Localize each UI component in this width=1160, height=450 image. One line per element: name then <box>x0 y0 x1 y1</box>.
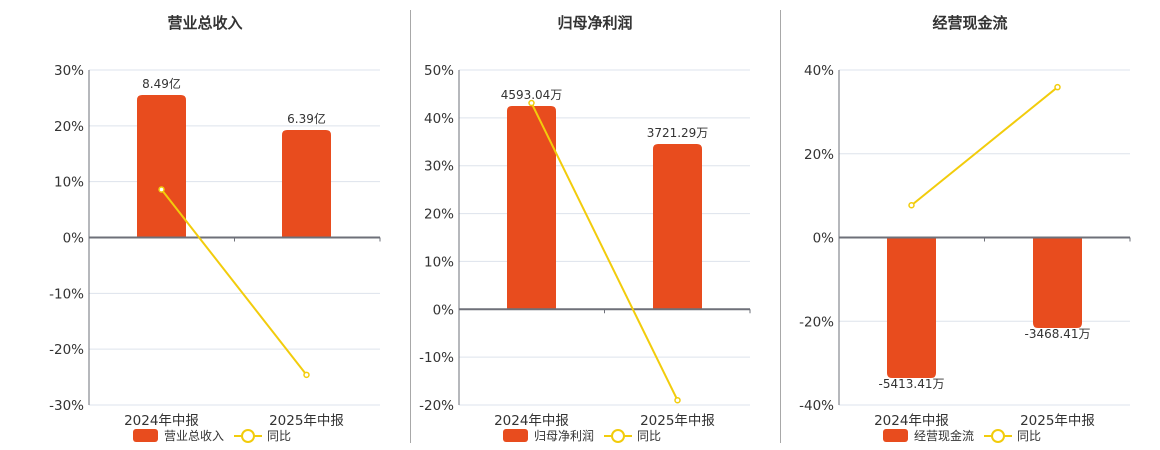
x-category-label: 2025年中报 <box>640 413 715 429</box>
y-tick-label: -20% <box>419 398 454 414</box>
y-tick-label: 20% <box>424 207 454 223</box>
chart-legend: 经营现金流 同比 <box>883 427 1041 444</box>
yoy-line <box>530 102 679 401</box>
legend-bar-label[interactable]: 营业总收入 <box>164 429 225 443</box>
legend-bar-swatch-icon[interactable] <box>133 429 158 442</box>
legend-line-marker-icon[interactable] <box>984 428 1013 443</box>
legend-line-label[interactable]: 同比 <box>1017 429 1042 443</box>
bar-value-label: 4593.04万 <box>501 88 563 102</box>
chart-title: 营业总收入 <box>167 14 243 32</box>
x-category-label: 2025年中报 <box>1020 413 1095 429</box>
y-tick-label: -30% <box>49 398 84 414</box>
y-tick-label: 50% <box>424 63 454 79</box>
y-tick-label: 40% <box>804 63 834 79</box>
legend-line-label[interactable]: 同比 <box>267 429 292 443</box>
panel-divider <box>410 10 411 443</box>
y-tick-label: 20% <box>54 119 84 135</box>
legend-bar-label[interactable]: 经营现金流 <box>914 429 975 443</box>
chart-legend: 归母净利润 同比 <box>503 427 661 444</box>
chart-plot-area: 30% 20% 10% 0% -10% -20% -30% 8.49亿 6.39亿 2024年中报… <box>49 63 381 429</box>
y-tick-label: 10% <box>54 175 84 191</box>
x-category-label: 2024年中报 <box>494 413 569 429</box>
chart-plot-area: 40% 20% 0% -20% -40% -5413.41万 -3468.41万 2024年中… <box>799 63 1131 429</box>
y-tick-label: -20% <box>799 314 834 330</box>
bar-value-label: -3468.41万 <box>1025 327 1091 341</box>
bar-value-label: 8.49亿 <box>142 76 181 91</box>
y-tick-label: 20% <box>804 147 834 163</box>
bar-value-label: 3721.29万 <box>647 126 709 140</box>
yoy-line <box>160 188 308 376</box>
x-category-label: 2024年中报 <box>874 413 949 429</box>
bar-value-label: 6.39亿 <box>287 111 326 126</box>
panel-divider <box>780 10 781 443</box>
y-tick-label: -20% <box>49 342 84 358</box>
y-tick-label: 30% <box>54 63 84 79</box>
legend-line-label[interactable]: 同比 <box>637 429 662 443</box>
bar[interactable] <box>507 106 556 310</box>
y-tick-label: 30% <box>424 159 454 175</box>
yoy-point-marker[interactable] <box>158 186 165 193</box>
chart-panel-operating-cash-flow: 经营现金流 40% 20% 0% -20% -40% -5413.41万 -3468.41万… <box>780 0 1160 450</box>
y-tick-label: 0% <box>433 302 455 318</box>
chart-panel-net-profit: 归母净利润 50% 40% 30% 20% 10% 0% -10% -20% 4593.04万 3… <box>410 0 780 450</box>
chart-legend: 营业总收入 同比 <box>133 427 291 444</box>
bar[interactable] <box>1033 237 1082 329</box>
legend-bar-swatch-icon[interactable] <box>883 429 908 442</box>
bar[interactable] <box>653 144 702 310</box>
yoy-point-marker[interactable] <box>1054 83 1061 91</box>
legend-bar-label[interactable]: 归母净利润 <box>534 429 595 443</box>
y-tick-label: 0% <box>813 231 835 247</box>
x-category-label: 2025年中报 <box>269 413 344 429</box>
bar[interactable] <box>137 95 186 238</box>
y-tick-label: 10% <box>424 254 454 270</box>
yoy-point-marker[interactable] <box>674 396 681 404</box>
bar[interactable] <box>282 130 331 238</box>
yoy-point-marker[interactable] <box>908 202 915 209</box>
y-tick-label: -10% <box>49 286 84 302</box>
y-tick-label: 0% <box>63 231 85 247</box>
y-tick-label: -10% <box>419 350 454 366</box>
bar[interactable] <box>887 237 936 379</box>
yoy-point-marker[interactable] <box>528 99 535 107</box>
yoy-point-marker[interactable] <box>303 371 310 379</box>
legend-bar-swatch-icon[interactable] <box>503 429 528 442</box>
y-tick-label: 40% <box>424 111 454 127</box>
chart-panel-revenue: 营业总收入 30% 20% 10% 0% -10% -20% -30% 8.49亿 6.39亿 2… <box>0 0 410 450</box>
x-category-label: 2024年中报 <box>124 413 199 429</box>
bar-value-label: -5413.41万 <box>879 377 945 391</box>
chart-title: 经营现金流 <box>932 14 1008 32</box>
chart-plot-area: 50% 40% 30% 20% 10% 0% -10% -20% 4593.04万 3721.29… <box>419 63 751 429</box>
legend-line-marker-icon[interactable] <box>234 428 263 443</box>
chart-title: 归母净利润 <box>557 14 633 32</box>
y-tick-label: -40% <box>799 398 834 414</box>
yoy-line <box>910 86 1059 207</box>
legend-line-marker-icon[interactable] <box>604 428 633 443</box>
